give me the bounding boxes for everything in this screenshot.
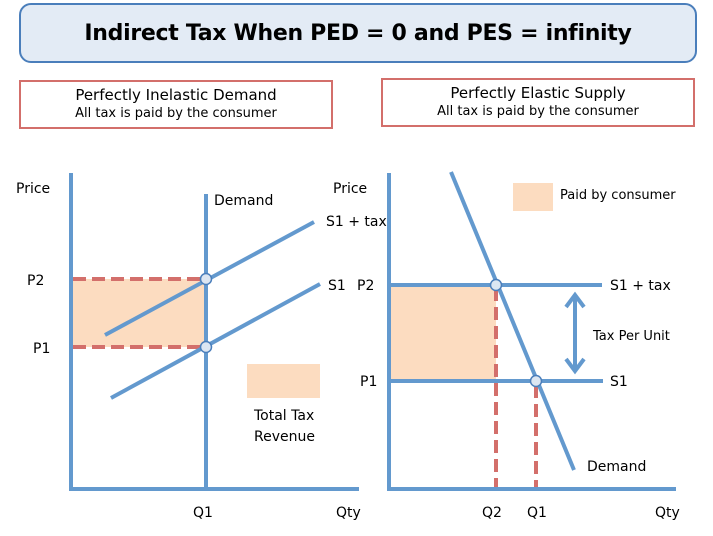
- right-panel-heading-box: Perfectly Elastic Supply All tax is paid…: [381, 78, 695, 127]
- left-quantity-label-q1: Q1: [193, 505, 213, 521]
- left-panel-subheading: All tax is paid by the consumer: [75, 106, 277, 121]
- left-legend-label-line1: Total Tax: [253, 408, 314, 424]
- right-panel-subheading: All tax is paid by the consumer: [437, 104, 639, 119]
- right-axes: [387, 173, 676, 491]
- right-legend-swatch: [513, 183, 553, 211]
- right-price-label-p1: P1: [360, 374, 377, 390]
- right-price-label-p2: P2: [357, 278, 374, 294]
- tax-per-unit-arrow-icon: [564, 291, 586, 375]
- left-diagram: Price Qty P2 P1 Q1 Demand S1 + tax S1 To…: [16, 173, 387, 521]
- left-equilibrium-point-p2: [199, 272, 213, 286]
- right-x-axis-label: Qty: [655, 505, 680, 521]
- right-equilibrium-point-p2: [489, 278, 503, 292]
- right-equilibrium-point-p1: [529, 374, 543, 388]
- right-supply-tax-label: S1 + tax: [610, 278, 671, 294]
- left-axes: [69, 173, 359, 491]
- left-panel-heading-box: Perfectly Inelastic Demand All tax is pa…: [19, 80, 333, 129]
- left-legend-label-line2: Revenue: [254, 429, 315, 445]
- right-diagram: Price Qty P2 P1 Q2 Q1 S1 + tax S1 Demand…: [333, 171, 680, 521]
- left-demand-label: Demand: [214, 193, 273, 209]
- title-banner: Indirect Tax When PED = 0 and PES = infi…: [19, 3, 697, 63]
- right-supply-label: S1: [610, 374, 628, 390]
- left-y-axis-label: Price: [16, 181, 50, 197]
- right-quantity-label-q2: Q2: [482, 505, 502, 521]
- left-equilibrium-point-p1: [199, 340, 213, 354]
- right-panel-heading: Perfectly Elastic Supply: [450, 84, 626, 102]
- page-title: Indirect Tax When PED = 0 and PES = infi…: [84, 20, 632, 46]
- right-demand-curve: [449, 171, 576, 471]
- right-quantity-label-q1: Q1: [527, 505, 547, 521]
- left-panel-heading: Perfectly Inelastic Demand: [75, 86, 277, 104]
- left-supply-curve: [110, 282, 321, 400]
- right-legend-label: Paid by consumer: [560, 188, 676, 203]
- left-supply-label: S1: [328, 278, 346, 294]
- left-legend-swatch: [247, 364, 320, 398]
- right-y-axis-label: Price: [333, 181, 367, 197]
- left-price-label-p1: P1: [33, 341, 50, 357]
- left-supply-tax-label: S1 + tax: [326, 214, 387, 230]
- right-demand-label: Demand: [587, 459, 646, 475]
- right-consumer-paid-area: [390, 284, 496, 381]
- left-price-label-p2: P2: [27, 273, 44, 289]
- tax-per-unit-label: Tax Per Unit: [592, 329, 670, 344]
- left-x-axis-label: Qty: [336, 505, 361, 521]
